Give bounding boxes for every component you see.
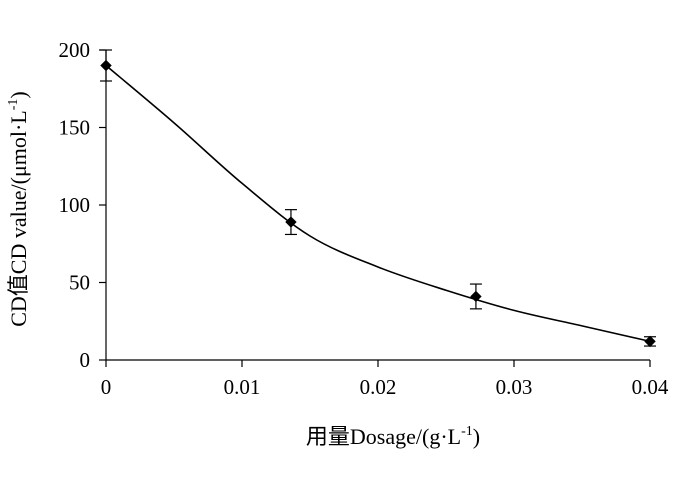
x-tick-label: 0.02 xyxy=(360,375,397,399)
y-tick-label: 150 xyxy=(59,116,91,140)
y-tick-label: 100 xyxy=(59,193,91,217)
x-tick-label: 0.01 xyxy=(224,375,261,399)
x-tick-label: 0.04 xyxy=(632,375,669,399)
y-axis-title-sup: -1 xyxy=(6,99,21,111)
ticks-layer: 0 50 100 150 200 0 0.01 0.02 0.03 0.04 xyxy=(59,38,669,399)
y-axis-title-close: ) xyxy=(6,91,31,98)
curve-layer xyxy=(105,64,651,343)
marker-layer xyxy=(100,59,656,348)
y-axis-title-main: CD值CD value/(μmol·L xyxy=(6,110,31,327)
y-axis-title: CD值CD value/(μmol·L-1) xyxy=(6,91,31,327)
fit-curve-line xyxy=(105,64,651,343)
x-axis-title: 用量Dosage/(g·L-1) xyxy=(306,424,480,449)
x-tick-label: 0.03 xyxy=(496,375,533,399)
x-axis-title-close: ) xyxy=(473,424,480,449)
data-point-diamond xyxy=(100,59,112,72)
errorbar-layer xyxy=(100,49,656,347)
x-tick-label: 0 xyxy=(101,375,112,399)
x-axis-title-sup: -1 xyxy=(461,424,473,439)
data-point-diamond xyxy=(470,290,482,303)
data-point-diamond xyxy=(285,216,297,228)
axes-layer xyxy=(105,50,650,361)
y-tick-label: 50 xyxy=(69,271,90,295)
x-axis-title-main: 用量Dosage/(g·L xyxy=(306,424,461,449)
y-tick-label: 0 xyxy=(80,348,91,372)
y-tick-label: 200 xyxy=(59,38,91,62)
data-point-diamond xyxy=(644,335,656,348)
